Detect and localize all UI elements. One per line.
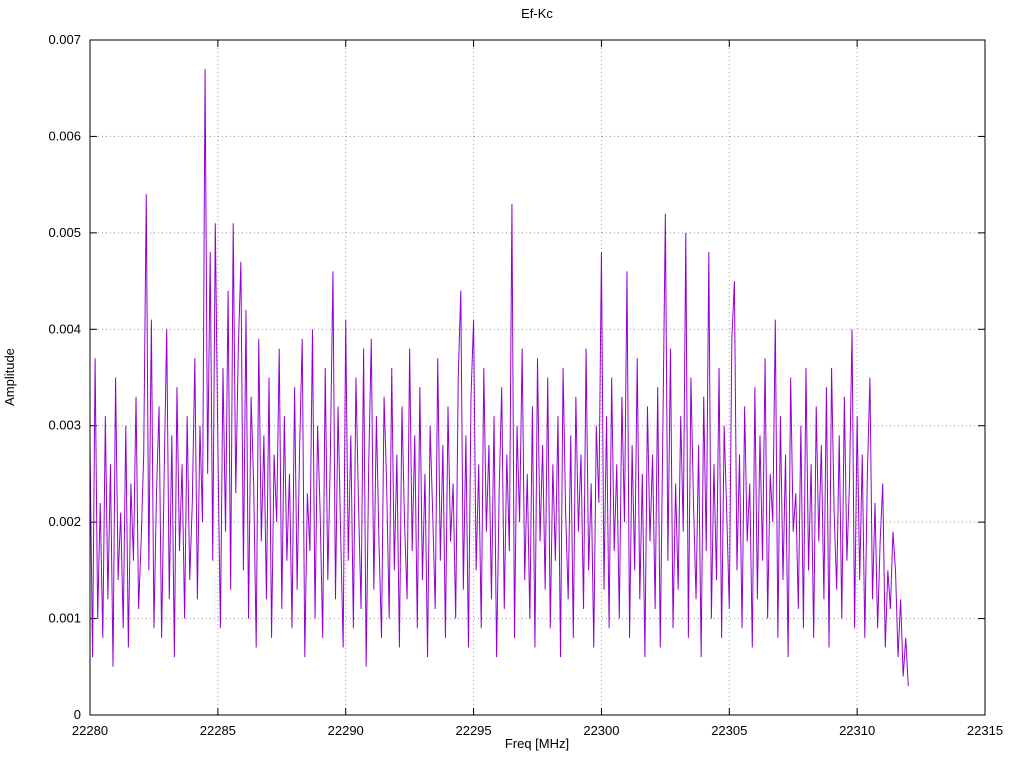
y-tick-label: 0.004 xyxy=(48,321,81,336)
y-tick-label: 0.001 xyxy=(48,611,81,626)
data-series-line xyxy=(89,68,909,687)
y-tick-label: 0.007 xyxy=(48,32,81,47)
x-tick-label: 22300 xyxy=(583,723,619,738)
axis-tick-labels: 22280 22285 22290 22295 22300 22305 22310 22315… xyxy=(48,32,1003,738)
x-tick-label: 22310 xyxy=(839,723,875,738)
x-tick-label: 22315 xyxy=(967,723,1003,738)
y-tick-label: 0.005 xyxy=(48,225,81,240)
y-tick-label: 0.006 xyxy=(48,128,81,143)
x-tick-label: 22285 xyxy=(200,723,236,738)
plot-border xyxy=(89,39,986,716)
x-tick-label: 22305 xyxy=(711,723,747,738)
y-axis-label: Amplitude xyxy=(2,348,17,406)
x-tick-label: 22295 xyxy=(455,723,491,738)
y-tick-label: 0.003 xyxy=(48,418,81,433)
x-axis-label: Freq [MHz] xyxy=(505,736,569,751)
x-tick-label: 22290 xyxy=(328,723,364,738)
y-tick-label: 0 xyxy=(74,707,81,722)
x-tick-label: 22280 xyxy=(72,723,108,738)
chart-title: Ef-Kc xyxy=(521,6,553,21)
grid-lines xyxy=(90,40,985,715)
y-tick-label: 0.002 xyxy=(48,514,81,529)
